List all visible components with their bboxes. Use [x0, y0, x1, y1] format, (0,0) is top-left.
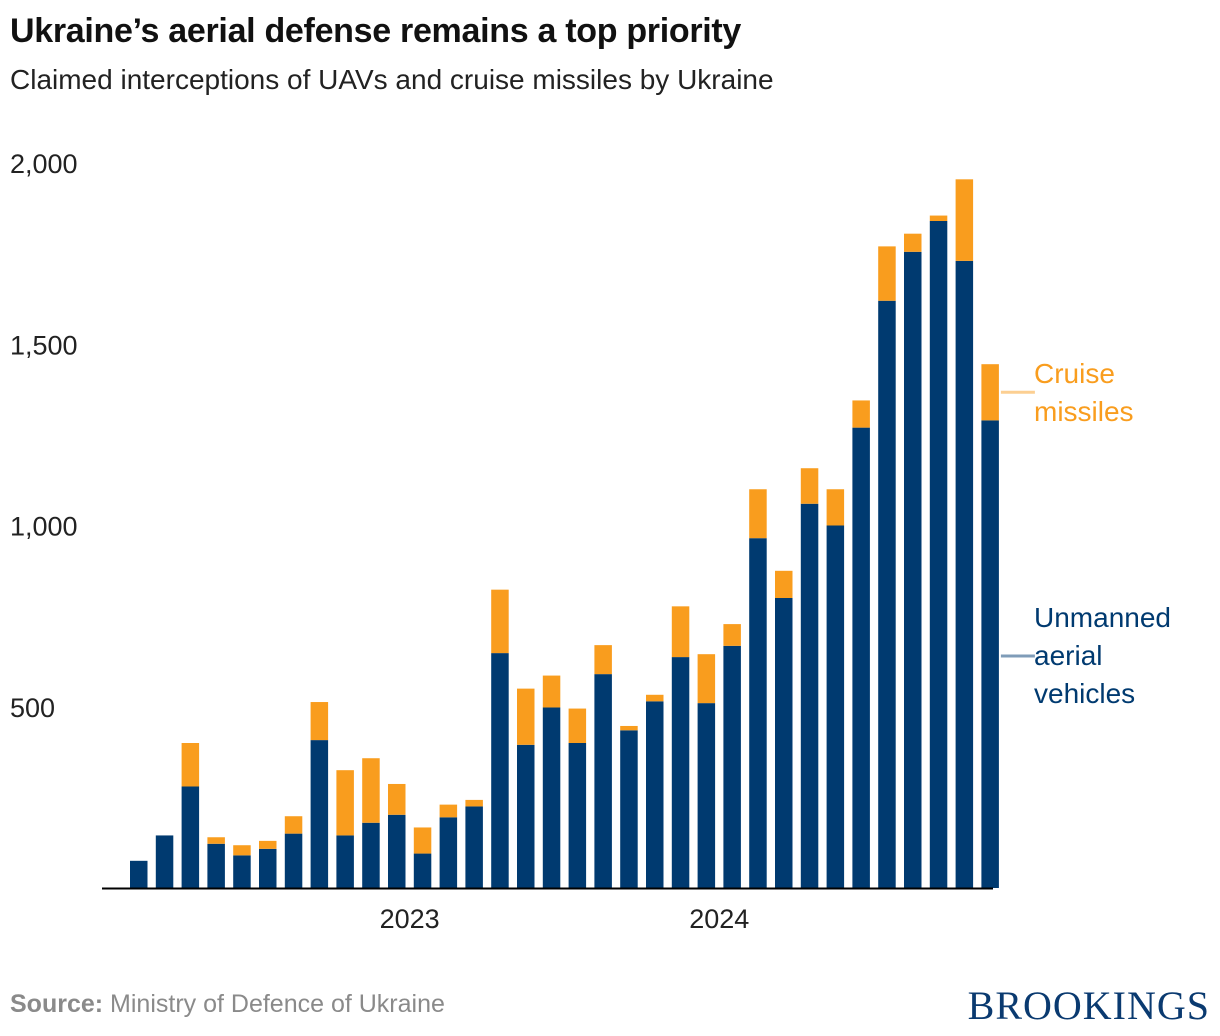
bar-uav	[491, 653, 509, 888]
chart-title: Ukraine’s aerial defense remains a top p…	[10, 12, 742, 50]
brookings-logo: BROOKINGS	[967, 983, 1210, 1028]
bar-cruise-missiles	[826, 489, 845, 526]
bar-cruise-missiles	[955, 179, 974, 261]
y-tick-label: 2,000	[10, 149, 78, 179]
bar-uav	[517, 744, 535, 888]
bar-uav	[130, 860, 148, 888]
bar-cruise-missiles	[929, 215, 948, 221]
bar-cruise-missiles	[207, 837, 225, 844]
x-tick-label: 2024	[689, 904, 749, 934]
bar-cruise-missiles	[181, 743, 200, 787]
bar-uav	[929, 221, 948, 888]
bar-uav	[749, 538, 767, 888]
bar-uav	[594, 674, 612, 888]
bar-cruise-missiles	[878, 246, 896, 301]
bar-cruise-missiles	[259, 840, 277, 849]
bar-uav	[620, 730, 638, 888]
bar-cruise-missiles	[336, 770, 354, 836]
bar-uav	[671, 657, 690, 888]
y-tick-label: 1,000	[10, 512, 78, 542]
bar-cruise-missiles	[594, 645, 612, 675]
bar-cruise-missiles	[981, 364, 999, 421]
bar-uav	[310, 740, 329, 888]
bar-uav	[955, 260, 974, 888]
bar-uav	[646, 701, 664, 888]
series-label-uav: vehicles	[1034, 678, 1135, 709]
bar-cruise-missiles	[413, 827, 432, 854]
bar-cruise-missiles	[800, 468, 819, 504]
series-label-cruise-missiles: Cruise	[1034, 358, 1115, 389]
bar-uav	[207, 843, 225, 888]
bar-uav	[878, 300, 896, 888]
bar-uav	[336, 835, 354, 888]
bar-uav	[981, 420, 999, 888]
source-note: Source: Ministry of Defence of Ukraine	[10, 990, 445, 1019]
y-tick-label: 1,500	[10, 330, 78, 360]
bar-cruise-missiles	[620, 725, 638, 731]
bar-cruise-missiles	[388, 783, 406, 815]
y-tick-label: 500	[10, 693, 55, 723]
bar-uav	[826, 525, 845, 888]
bar-uav	[362, 822, 380, 888]
bar-uav	[542, 707, 561, 888]
bar-uav	[181, 786, 200, 888]
bar-uav	[465, 806, 483, 888]
series-label-uav: aerial	[1034, 640, 1102, 671]
bar-cruise-missiles	[310, 702, 329, 741]
bar-cruise-missiles	[517, 688, 535, 745]
bar-uav	[800, 503, 819, 888]
bar-uav	[233, 855, 251, 888]
bar-cruise-missiles	[465, 799, 483, 807]
bar-cruise-missiles	[362, 758, 380, 823]
bar-uav	[284, 833, 303, 888]
bar-uav	[723, 645, 741, 888]
source-text: Ministry of Defence of Ukraine	[110, 990, 445, 1018]
series-label-cruise-missiles: missiles	[1034, 396, 1134, 427]
bar-cruise-missiles	[904, 233, 922, 252]
bar-cruise-missiles	[671, 606, 690, 658]
bar-cruise-missiles	[233, 845, 251, 856]
bar-uav	[388, 814, 406, 888]
bar-uav	[852, 427, 870, 888]
bar-uav	[697, 703, 716, 888]
bar-cruise-missiles	[749, 489, 767, 539]
series-label-uav: Unmanned	[1034, 602, 1171, 633]
bar-cruise-missiles	[775, 570, 793, 598]
x-tick-label: 2023	[380, 904, 440, 934]
bar-uav	[568, 743, 587, 888]
source-label: Source:	[10, 990, 104, 1018]
bar-cruise-missiles	[439, 804, 458, 818]
bar-cruise-missiles	[852, 400, 870, 428]
chart-subtitle: Claimed interceptions of UAVs and cruise…	[10, 64, 774, 95]
bar-cruise-missiles	[542, 675, 561, 708]
bar-uav	[155, 835, 174, 888]
bar-uav	[413, 853, 432, 888]
bar-cruise-missiles	[723, 624, 741, 646]
bar-cruise-missiles	[646, 694, 664, 702]
bar-uav	[259, 848, 277, 888]
bar-cruise-missiles	[284, 816, 303, 834]
bar-uav	[439, 817, 458, 888]
bar-uav	[775, 598, 793, 888]
bar-cruise-missiles	[568, 708, 587, 743]
bar-uav	[904, 251, 922, 888]
bar-cruise-missiles	[697, 654, 716, 704]
bar-cruise-missiles	[491, 589, 509, 654]
